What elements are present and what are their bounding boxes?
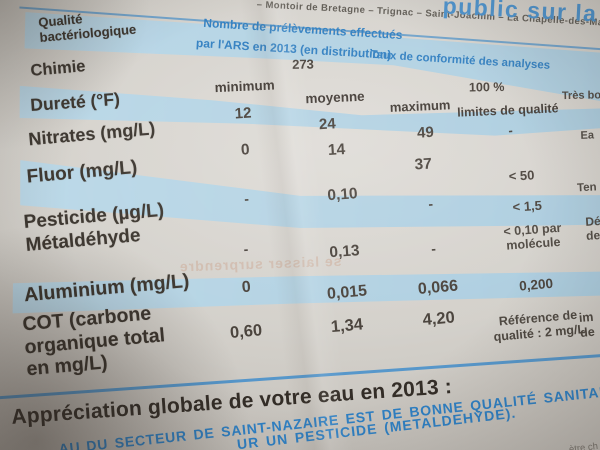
aluminium-avg: 0,015 — [326, 282, 368, 303]
pesticide-max: - — [430, 240, 437, 257]
nitrates-max: 37 — [414, 155, 433, 174]
corner-text-fragment: ètre ch — [568, 440, 599, 450]
aluminium-limit: 0,200 — [518, 275, 554, 294]
durete-avg: 24 — [318, 115, 337, 134]
row-label-cot: COT (carbone organique total en mg/L) — [22, 301, 168, 381]
show-through-text: se laisser surprendre — [178, 252, 342, 275]
row-label-nitrates: Nitrates (mg/L) — [27, 118, 156, 150]
nitrates-limit: < 50 — [508, 167, 535, 184]
fluor-min: - — [243, 190, 250, 207]
pesticide-limit-line2: molécule — [505, 234, 561, 253]
cot-max: 4,20 — [421, 308, 456, 330]
page-title-fragment: public sur la — [442, 0, 599, 27]
fluor-limit: < 1,5 — [512, 197, 543, 215]
column-header-moyenne: moyenne — [305, 88, 365, 107]
column-header-minimum: minimum — [214, 77, 276, 96]
fluor-max: - — [427, 195, 434, 212]
cot-min: 0,60 — [229, 321, 263, 342]
row-label-chimie: Chimie — [29, 57, 87, 80]
nitrates-avg: 14 — [327, 141, 346, 160]
durete-max: 49 — [416, 123, 435, 142]
column-header-maximum: maximum — [389, 97, 451, 115]
aluminium-min: 0 — [241, 278, 252, 297]
pesticide-note-fragment: Dé de — [585, 214, 600, 243]
chimie-note-fragment: Très bon — [561, 89, 600, 103]
chimie-conformity-value: 100 % — [468, 79, 505, 95]
cot-avg: 1,34 — [330, 315, 364, 337]
fluor-note-fragment: Ten — [576, 181, 597, 195]
pesticide-note-line2: de — [585, 228, 600, 243]
chimie-samples-value: 273 — [292, 56, 314, 72]
pesticide-limit: < 0,10 par molécule — [503, 221, 563, 253]
pesticide-note-line1: Dé — [584, 213, 600, 229]
nitrates-min: 0 — [240, 141, 251, 159]
cot-limit: Référence de qualité : 2 mg/L — [492, 307, 586, 344]
cot-note-line2: de — [579, 324, 596, 340]
pesticide-min: - — [242, 240, 249, 257]
row-label-pesticide: Pesticide (µg/L) Métaldéhyde — [23, 200, 167, 257]
cot-note-fragment: im de — [578, 310, 595, 341]
fluor-avg: 0,10 — [326, 185, 359, 205]
conclusion-line1-prefix: AU — [57, 438, 82, 450]
durete-min: 12 — [234, 104, 252, 123]
cot-note-line1: im — [578, 309, 595, 326]
nitrates-note-fragment: Ea — [580, 129, 595, 142]
aluminium-max: 0,066 — [417, 277, 459, 298]
